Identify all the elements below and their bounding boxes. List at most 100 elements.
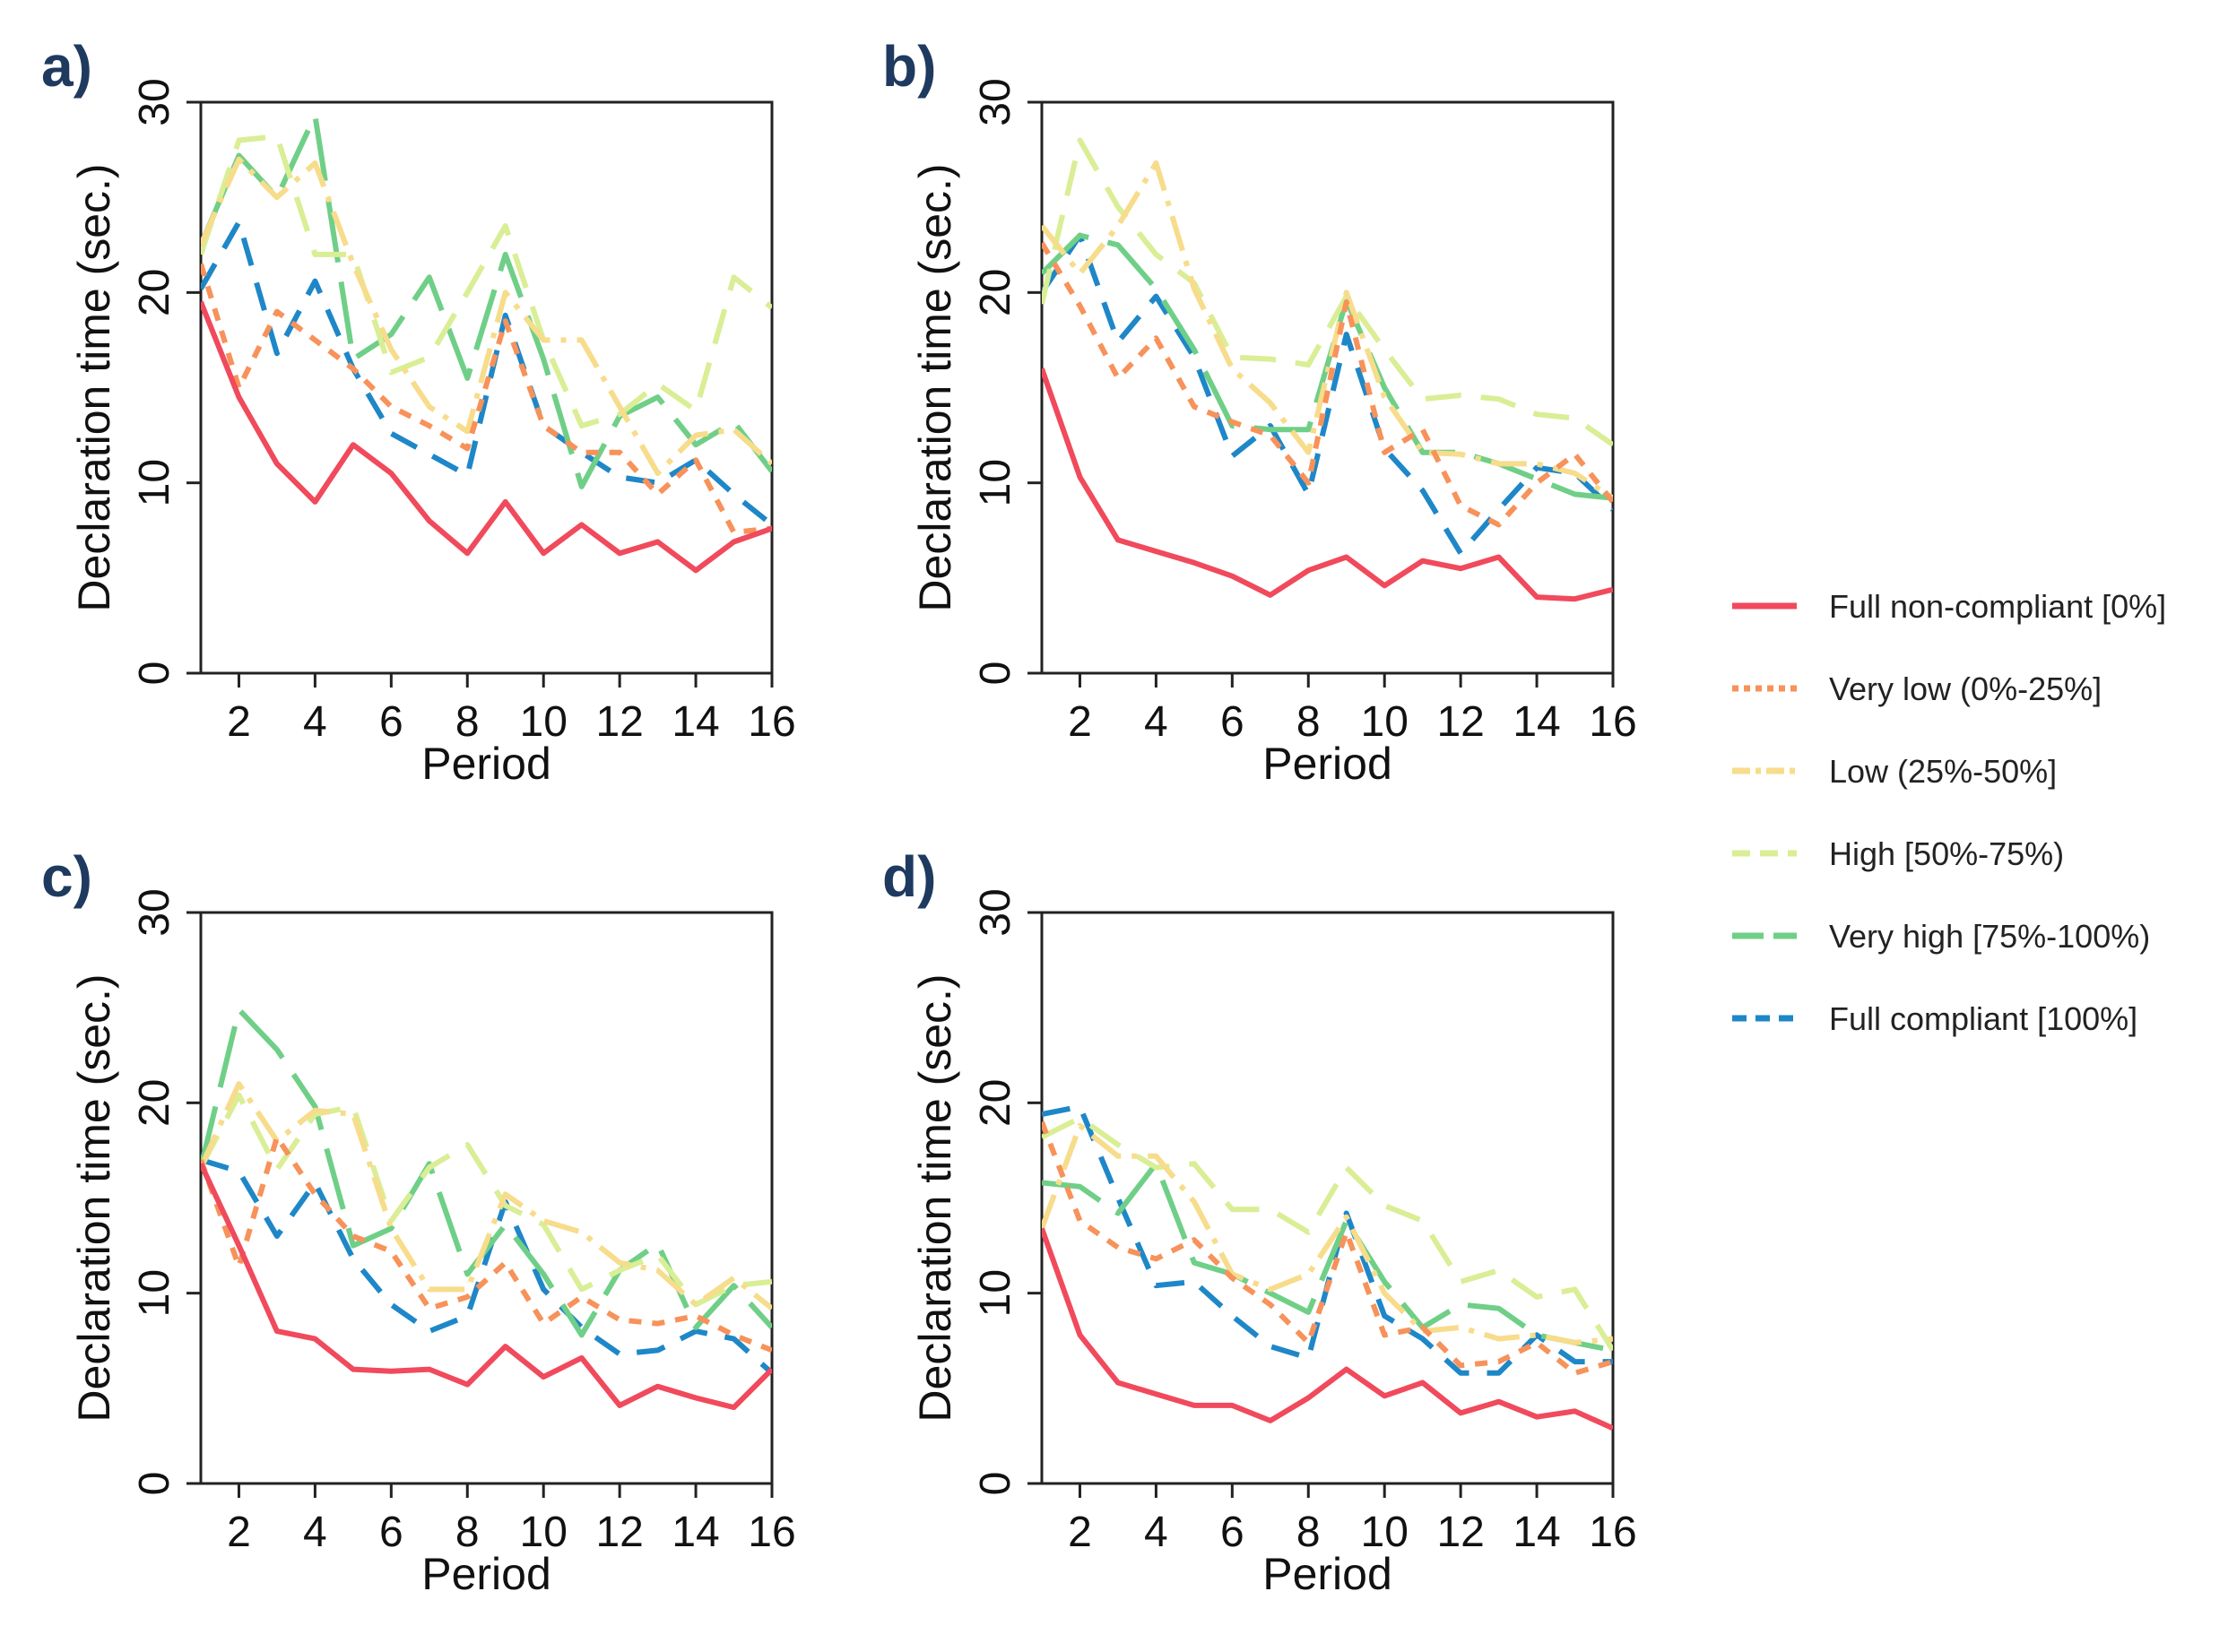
y-tick-label: 10 (131, 1269, 178, 1317)
series-line-full-non-compliant-0 (201, 300, 772, 574)
y-tick-label: 20 (131, 1079, 178, 1127)
y-tick-label: 30 (972, 888, 1019, 936)
legend-item-high-50-75: High [50%-75%) (1732, 835, 2064, 872)
plot-frame (199, 911, 774, 1485)
x-tick-label: 16 (748, 1509, 795, 1556)
legend-item-full-compliant-100: Full compliant [100%] (1732, 1000, 2137, 1037)
series-line-full-compliant-100 (1042, 1103, 1613, 1376)
x-axis-title: Period (1262, 1549, 1392, 1599)
x-tick-label: 12 (1436, 1509, 1484, 1556)
series-line-very-low-0-25 (201, 1134, 772, 1354)
x-tick-label: 16 (748, 698, 795, 746)
series-line-very-low-0-25 (201, 263, 772, 535)
y-tick-label: 10 (972, 459, 1019, 506)
plot-frame (199, 100, 774, 675)
y-tick-label: 20 (972, 269, 1019, 316)
x-tick-label: 16 (1589, 1509, 1636, 1556)
x-tick-label: 6 (379, 698, 403, 746)
series-line-high-50-75 (201, 134, 772, 428)
y-tick-label: 0 (972, 662, 1019, 686)
legend-label: High [50%-75%) (1829, 835, 2064, 872)
series-line-low-25-50 (1042, 160, 1613, 501)
panel-label: d) (882, 844, 936, 909)
x-tick-label: 6 (1220, 698, 1244, 746)
series-line-low-25-50 (201, 156, 772, 476)
panel-label: a) (41, 34, 92, 99)
series-line-very-high-75-100 (1042, 232, 1613, 501)
x-tick-label: 10 (520, 698, 568, 746)
x-tick-label: 16 (1589, 698, 1636, 746)
x-tick-label: 8 (1296, 1509, 1321, 1556)
y-tick-label: 0 (131, 662, 178, 686)
y-axis-title: Declaration time (sec.) (69, 163, 119, 611)
x-tick-label: 2 (227, 1509, 251, 1556)
x-tick-label: 14 (1513, 1509, 1560, 1556)
x-tick-label: 2 (1068, 698, 1092, 746)
plot-frame (1040, 911, 1615, 1485)
plot-frame (1040, 100, 1615, 675)
y-tick-label: 0 (131, 1472, 178, 1496)
y-tick-label: 10 (131, 459, 178, 506)
legend-label: Full compliant [100%] (1829, 1000, 2137, 1037)
y-tick-label: 20 (131, 269, 178, 316)
x-tick-label: 12 (595, 698, 643, 746)
x-tick-label: 8 (1296, 698, 1321, 746)
x-tick-label: 14 (672, 1509, 719, 1556)
legend-label: Very high [75%-100%) (1829, 918, 2150, 955)
x-tick-label: 10 (1361, 698, 1409, 746)
x-tick-label: 14 (672, 698, 719, 746)
x-axis-title: Period (1262, 739, 1392, 789)
x-tick-label: 4 (303, 698, 327, 746)
legend-label: Very low (0%-25%] (1829, 670, 2102, 707)
series-line-very-low-0-25 (1042, 241, 1613, 528)
x-tick-label: 14 (1513, 698, 1560, 746)
x-tick-label: 2 (1068, 1509, 1092, 1556)
series-line-full-non-compliant-0 (1042, 1227, 1613, 1431)
y-axis-title: Declaration time (sec.) (910, 973, 960, 1422)
panel-b: b) 2 4 6 8 10 12 14 16 0 10 20 30 Period Declaration t… (882, 34, 1637, 789)
x-tick-label: 4 (303, 1509, 327, 1556)
series-line-very-high-75-100 (1042, 1161, 1613, 1354)
series-line-full-compliant-100 (1042, 232, 1613, 557)
x-tick-label: 2 (227, 698, 251, 746)
y-tick-label: 30 (972, 78, 1019, 125)
series-line-full-compliant-100 (201, 219, 772, 527)
legend-label: Full non-compliant [0%] (1829, 588, 2166, 625)
series-line-very-high-75-100 (201, 112, 772, 489)
x-tick-label: 8 (455, 1509, 480, 1556)
series-line-full-compliant-100 (201, 1157, 772, 1376)
y-tick-label: 0 (972, 1472, 1019, 1496)
x-tick-label: 12 (595, 1509, 643, 1556)
series-line-high-50-75 (1042, 1115, 1613, 1352)
y-axis-title: Declaration time (sec.) (910, 163, 960, 611)
x-tick-label: 4 (1144, 1509, 1168, 1556)
y-tick-label: 10 (972, 1269, 1019, 1317)
x-tick-label: 12 (1436, 698, 1484, 746)
series-line-high-50-75 (201, 1092, 772, 1308)
x-tick-label: 6 (1220, 1509, 1244, 1556)
legend-item-very-low-0-25: Very low (0%-25%] (1732, 670, 2102, 707)
y-tick-label: 30 (131, 78, 178, 125)
series-line-full-non-compliant-0 (201, 1163, 772, 1411)
legend-item-full-non-compliant-0: Full non-compliant [0%] (1732, 588, 2166, 625)
x-axis-title: Period (421, 739, 551, 789)
legend-item-very-high-75-100: Very high [75%-100%) (1732, 918, 2150, 955)
y-tick-label: 20 (972, 1079, 1019, 1127)
legend: Full non-compliant [0%] Very low (0%-25%]… (1732, 588, 2166, 1037)
x-axis-title: Period (421, 1549, 551, 1599)
x-tick-label: 6 (379, 1509, 403, 1556)
y-axis-title: Declaration time (sec.) (69, 973, 119, 1422)
series-line-low-25-50 (1042, 1122, 1613, 1345)
panel-label: b) (882, 34, 936, 99)
x-tick-label: 10 (520, 1509, 568, 1556)
x-tick-label: 8 (455, 698, 480, 746)
y-tick-label: 30 (131, 888, 178, 936)
panel-d: d) 2 4 6 8 10 12 14 16 0 10 20 30 Period Declaration t… (882, 844, 1637, 1599)
legend-item-low-25-50: Low (25%-50%] (1732, 753, 2057, 790)
legend-label: Low (25%-50%] (1829, 753, 2057, 790)
panel-label: c) (41, 844, 92, 909)
panel-c: c) 2 4 6 8 10 12 14 16 0 10 20 30 Period Declaration t… (41, 844, 796, 1599)
panel-a: a) 2 4 6 8 10 12 14 16 0 10 20 30 Period Declaration t… (41, 34, 796, 789)
